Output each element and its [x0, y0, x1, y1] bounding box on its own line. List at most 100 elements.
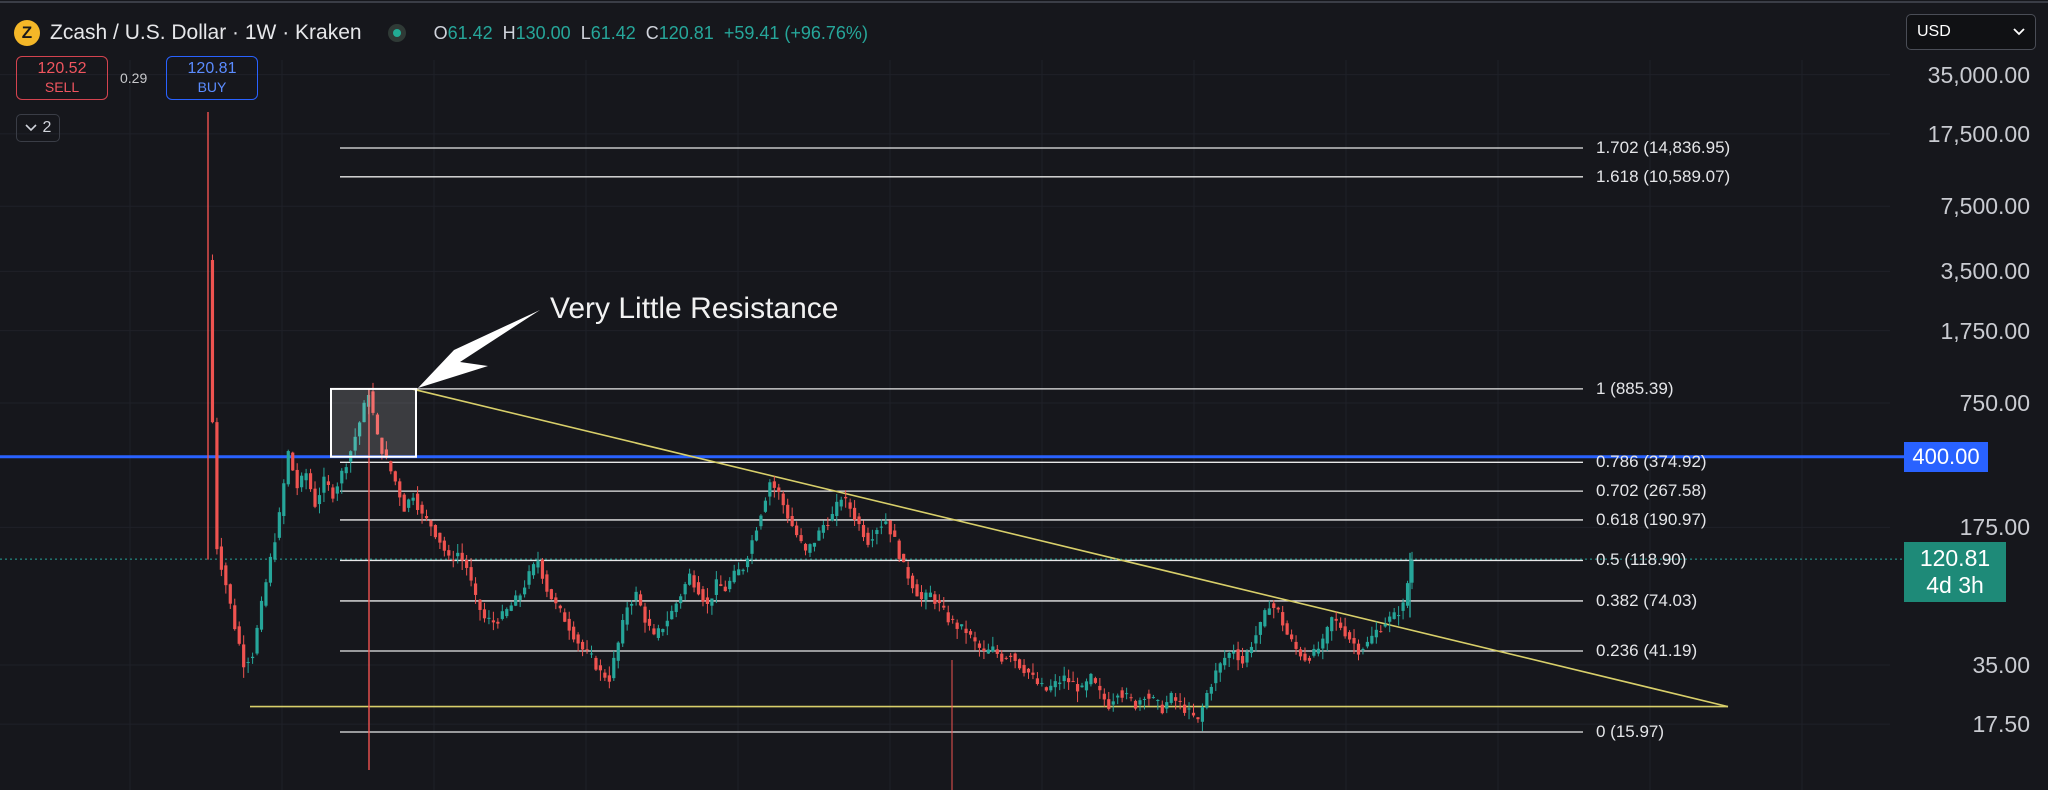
- candle-body: [1330, 617, 1334, 632]
- candle-body: [875, 530, 879, 535]
- candle-body: [1245, 651, 1249, 663]
- candle-body: [670, 610, 674, 620]
- candle-body: [1182, 704, 1187, 713]
- candle-body: [603, 672, 607, 678]
- candle-body: [634, 591, 638, 601]
- candle-body: [839, 499, 843, 507]
- candle-body: [496, 621, 500, 624]
- candle-body: [1142, 698, 1147, 700]
- candle-body: [772, 481, 776, 488]
- candle-body: [1343, 626, 1347, 637]
- candle-body: [447, 550, 451, 556]
- change-value: +59.41 (+96.76%): [723, 22, 868, 43]
- candle-body: [1187, 708, 1191, 710]
- candle-body: [273, 542, 277, 560]
- candle-body: [737, 569, 741, 576]
- candle-body: [451, 559, 455, 561]
- candle-body: [808, 544, 812, 553]
- candle-body: [411, 497, 415, 501]
- candle-body: [438, 532, 442, 543]
- high-label: H: [502, 22, 516, 43]
- currency-select[interactable]: USD: [1906, 14, 2036, 50]
- candle-body: [1174, 697, 1178, 701]
- candle-body: [456, 552, 460, 557]
- candle-body: [371, 391, 375, 413]
- candle-body: [795, 525, 799, 536]
- candle-body: [777, 487, 781, 492]
- trendlines[interactable]: [0, 388, 1904, 708]
- candle-body: [701, 589, 705, 602]
- candle-body: [1205, 692, 1209, 708]
- candle-body: [612, 657, 616, 679]
- candle-body: [545, 574, 549, 592]
- candle-body: [946, 612, 950, 623]
- candle-body: [1151, 697, 1155, 699]
- candle-body: [1062, 675, 1066, 682]
- candle-body: [1272, 603, 1276, 608]
- candle-body: [1218, 663, 1222, 673]
- candle-body: [1089, 673, 1093, 685]
- drawing-overlay[interactable]: [330, 310, 540, 458]
- candle-body: [696, 582, 701, 595]
- candle-body: [781, 493, 785, 506]
- low-value: 61.42: [590, 22, 636, 43]
- candle-body: [665, 620, 669, 627]
- candle-body: [1031, 672, 1035, 675]
- close-value: 120.81: [658, 22, 714, 43]
- candle-body: [982, 648, 986, 652]
- candle-body: [1263, 610, 1267, 627]
- sell-button[interactable]: 120.52 SELL: [16, 56, 108, 100]
- candle-body: [1191, 712, 1196, 716]
- candle-body: [803, 543, 808, 551]
- candle-body: [304, 473, 308, 481]
- candle-body: [527, 571, 531, 585]
- candle-body: [215, 422, 219, 550]
- candle-body: [1214, 670, 1218, 684]
- candle-body: [491, 620, 495, 623]
- candle-body: [688, 573, 692, 585]
- candle-body: [638, 594, 643, 606]
- candle-body: [1022, 664, 1026, 674]
- candle-body: [344, 467, 348, 474]
- indicators-count: 2: [42, 119, 52, 136]
- last-price-badge: 120.81 4d 3h: [1904, 542, 2006, 603]
- resistance-highlight-box: [330, 387, 417, 458]
- candle-body: [1093, 678, 1097, 683]
- candle-body: [277, 512, 281, 538]
- candle-body: [389, 461, 393, 472]
- market-status-icon: [387, 24, 406, 42]
- annotation-text[interactable]: Very Little Resistance: [550, 292, 839, 325]
- candle-body: [380, 437, 384, 454]
- candle-body: [915, 584, 919, 597]
- candle-body: [714, 579, 718, 595]
- indicators-toggle-button[interactable]: 2: [16, 114, 60, 142]
- candle-body: [621, 619, 625, 644]
- candle-body: [469, 567, 473, 581]
- candle-body: [933, 594, 937, 604]
- candle-body: [255, 627, 259, 654]
- fibonacci-retracement[interactable]: [340, 147, 1583, 733]
- buy-button[interactable]: 120.81 BUY: [166, 56, 258, 100]
- candle-body: [902, 553, 906, 563]
- candle-body: [1401, 602, 1405, 611]
- last-price-value: 120.81: [1919, 545, 1991, 572]
- candle-body: [1352, 637, 1356, 644]
- candle-body: [861, 525, 866, 538]
- symbol-title[interactable]: Zcash / U.S. Dollar · 1W · Kraken: [50, 21, 362, 44]
- candle-body: [1334, 618, 1338, 621]
- candle-body: [732, 570, 736, 583]
- candle-body: [924, 592, 928, 600]
- sell-price: 120.52: [37, 60, 87, 77]
- candle-body: [942, 605, 946, 608]
- candle-body: [1098, 685, 1102, 691]
- candle-body: [375, 414, 380, 435]
- candle-body: [1084, 681, 1089, 691]
- candle-body: [991, 646, 995, 652]
- candle-body: [1365, 641, 1370, 647]
- candle-body: [407, 499, 411, 508]
- price-axis-tick: 7,500.00: [1940, 193, 2030, 220]
- descending-trendline: [411, 388, 1729, 708]
- candle-body: [1200, 706, 1205, 722]
- candle-body: [928, 592, 932, 598]
